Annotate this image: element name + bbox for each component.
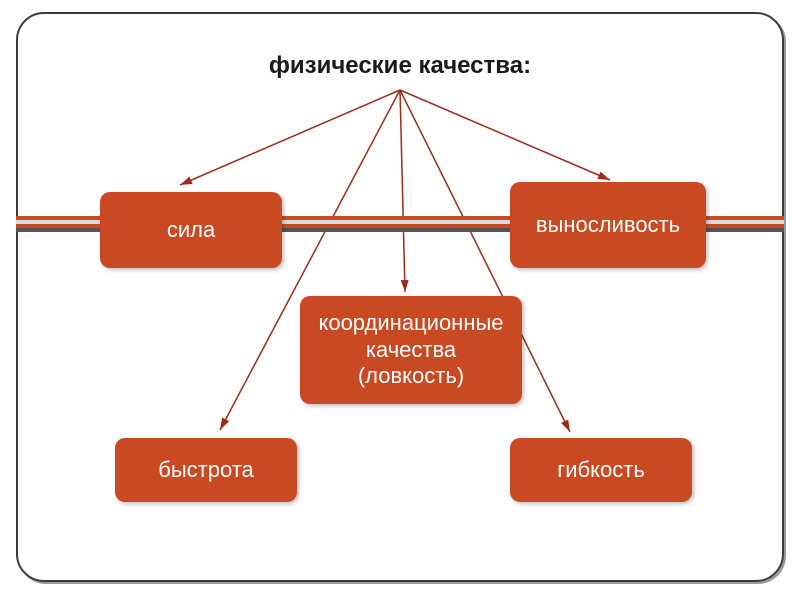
node-bystrota: быстрота: [115, 438, 297, 502]
diagram-title: физические качества:: [0, 52, 800, 80]
node-sila: сила: [100, 192, 282, 268]
node-koord: координационные качества (ловкость): [300, 296, 522, 404]
node-gibkost: гибкость: [510, 438, 692, 502]
node-vynos: выносливость: [510, 182, 706, 268]
